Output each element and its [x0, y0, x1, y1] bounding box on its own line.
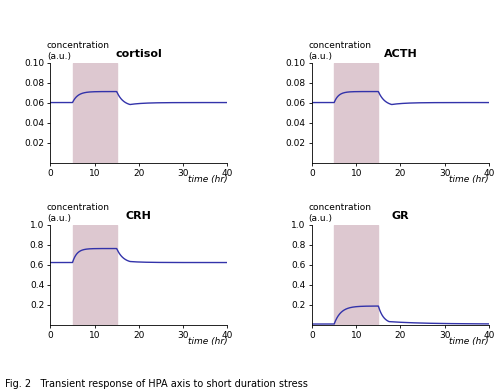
Text: Fig. 2   Transient response of HPA axis to short duration stress: Fig. 2 Transient response of HPA axis to…: [5, 379, 308, 389]
Text: time (hr): time (hr): [449, 174, 489, 183]
Title: GR: GR: [392, 211, 409, 221]
Bar: [334, 224, 379, 325]
Text: concentration: concentration: [47, 41, 110, 50]
Bar: [73, 63, 117, 163]
Text: (a.u.): (a.u.): [47, 52, 71, 61]
Text: (a.u.): (a.u.): [308, 213, 333, 222]
Title: CRH: CRH: [126, 211, 152, 221]
Text: time (hr): time (hr): [187, 174, 227, 183]
Text: time (hr): time (hr): [187, 337, 227, 346]
Text: concentration: concentration: [308, 203, 371, 212]
Text: (a.u.): (a.u.): [47, 213, 71, 222]
Title: cortisol: cortisol: [115, 49, 162, 59]
Text: concentration: concentration: [308, 41, 371, 50]
Text: concentration: concentration: [47, 203, 110, 212]
Text: (a.u.): (a.u.): [308, 52, 333, 61]
Bar: [73, 224, 117, 325]
Title: ACTH: ACTH: [384, 49, 417, 59]
Bar: [334, 63, 379, 163]
Text: time (hr): time (hr): [449, 337, 489, 346]
